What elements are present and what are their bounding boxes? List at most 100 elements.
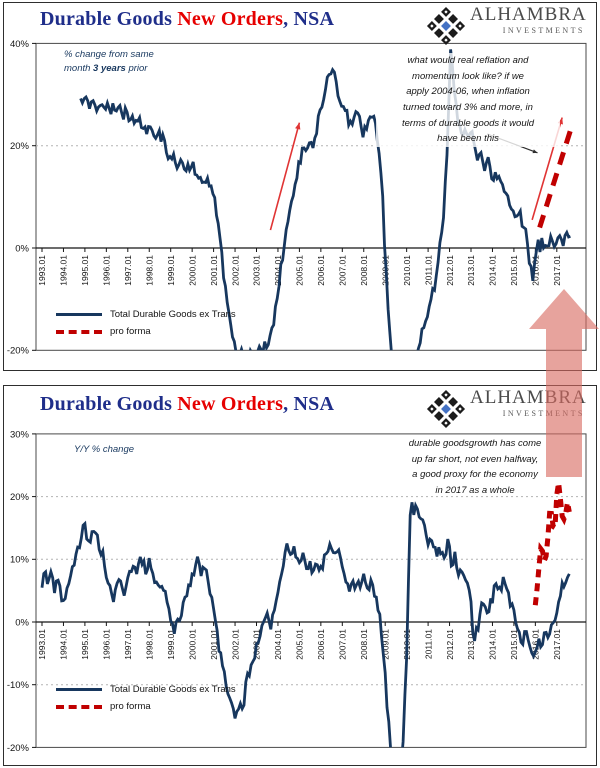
legend-item: pro forma bbox=[56, 701, 236, 712]
caption-text: % change from same bbox=[64, 49, 154, 60]
x-tick-label: 2006.01 bbox=[316, 255, 326, 286]
chart-title: Durable Goods New Orders, NSA bbox=[40, 8, 334, 31]
x-tick-label: 2008.01 bbox=[359, 629, 369, 660]
caption-line: Y/Y % change bbox=[74, 443, 134, 457]
caption-line: month 3 years prior bbox=[64, 62, 154, 76]
chart-title-part: New Orders bbox=[177, 393, 284, 415]
x-tick-label: 2015.01 bbox=[509, 255, 519, 286]
plot-caption: Y/Y % change bbox=[74, 443, 134, 457]
legend-label: pro forma bbox=[110, 326, 151, 337]
annotation-line: in 2017 as a whole bbox=[435, 485, 515, 497]
x-tick-label: 1999.01 bbox=[166, 255, 176, 286]
y-tick-label: 0% bbox=[15, 617, 29, 628]
x-tick-label: 2004.01 bbox=[273, 255, 283, 286]
chart-title: Durable Goods New Orders, NSA bbox=[40, 393, 334, 416]
annotation-line: what would real reflation and bbox=[407, 55, 529, 66]
annotation-line: apply 2004-06, when inflation bbox=[406, 86, 530, 98]
alhambra-diamond-icon bbox=[426, 6, 466, 46]
x-tick-label: 1997.01 bbox=[123, 629, 133, 660]
chart-title-part: Durable Goods bbox=[40, 8, 178, 30]
annotation-line: up far short, not even halfway, bbox=[411, 453, 539, 465]
x-tick-label: 2014.01 bbox=[488, 255, 498, 286]
x-tick-label: 2010.01 bbox=[402, 255, 412, 286]
chart-title-part: New Orders bbox=[177, 8, 284, 30]
y-tick-label: 40% bbox=[10, 39, 30, 50]
x-tick-label: 2006.01 bbox=[316, 629, 326, 660]
x-tick-label: 1996.01 bbox=[102, 629, 112, 660]
y-tick-label: 10% bbox=[10, 555, 30, 566]
x-tick-label: 1994.01 bbox=[59, 629, 69, 660]
chart-0: 40% 20% 0% -20% 1993.01 1994.01 1995.01 1996.01… bbox=[7, 39, 587, 357]
x-tick-label: 1993.01 bbox=[37, 255, 47, 286]
y-tick-label: 30% bbox=[10, 429, 30, 440]
annotation-arrow bbox=[269, 122, 301, 231]
x-tick-label: 1997.01 bbox=[123, 255, 133, 286]
x-tick-label: 2011.01 bbox=[423, 255, 433, 285]
chart-title-part: Durable Goods bbox=[40, 393, 178, 415]
y-tick-label: 20% bbox=[10, 141, 30, 152]
legend-swatch-solid bbox=[56, 688, 102, 691]
x-tick-label: 1993.01 bbox=[37, 629, 47, 660]
annotation-arrowhead bbox=[295, 122, 301, 130]
annotation-line: have been this bbox=[437, 133, 499, 145]
legend-item: Total Durable Goods ex Trans bbox=[56, 309, 236, 320]
logo-subtitle: INVESTMENTS bbox=[502, 408, 585, 418]
x-tick-label: 2003.01 bbox=[252, 255, 262, 286]
x-tick-label: 1998.01 bbox=[144, 629, 154, 660]
y-tick-label: -10% bbox=[7, 680, 30, 691]
series-line-pro-forma bbox=[532, 482, 572, 606]
annotation-line: momentum look like? if we bbox=[412, 70, 524, 82]
legend-swatch-dashed bbox=[56, 704, 102, 709]
x-tick-label: 2000.01 bbox=[187, 255, 197, 286]
y-tick-label: 0% bbox=[15, 243, 29, 254]
caption-text: month bbox=[64, 63, 94, 75]
x-tick-label: 2005.01 bbox=[295, 629, 305, 660]
annotation-text: what would real reflation and momentum lo… bbox=[376, 53, 560, 148]
legend: Total Durable Goods ex Trans pro forma bbox=[56, 309, 236, 337]
legend: Total Durable Goods ex Trans pro forma bbox=[56, 684, 236, 712]
legend-label: pro forma bbox=[110, 701, 151, 712]
x-tick-label: 2017.01 bbox=[552, 629, 562, 660]
alhambra-logo: ALHAMBRA INVESTMENTS bbox=[426, 5, 587, 47]
annotation-text: durable goodsgrowth has come up far short… bbox=[380, 436, 570, 499]
x-tick-label: 2007.01 bbox=[338, 629, 348, 660]
caption-line: % change from same bbox=[64, 48, 154, 62]
x-tick-label: 2002.01 bbox=[230, 629, 240, 660]
caption-text: prior bbox=[125, 63, 148, 75]
x-tick-label: 1996.01 bbox=[102, 255, 112, 286]
plot-border bbox=[35, 42, 587, 351]
plot-caption: % change from same month 3 years prior bbox=[64, 48, 154, 77]
x-tick-label: 2014.01 bbox=[488, 629, 498, 660]
x-tick-label: 2017.01 bbox=[552, 255, 562, 286]
x-tick-label: 2015.01 bbox=[509, 629, 519, 660]
logo-name: ALHAMBRA bbox=[470, 4, 587, 25]
legend-swatch-solid bbox=[56, 313, 102, 316]
x-tick-label: 1994.01 bbox=[59, 255, 69, 286]
x-tick-label: 1995.01 bbox=[80, 629, 90, 660]
chart-title-part: , NSA bbox=[283, 393, 335, 415]
chart-1: 30% 20% 10% 0% -10% -20% 1993.01 1994.01 1995.01… bbox=[7, 429, 587, 754]
x-tick-label: 2016.01 bbox=[531, 629, 541, 660]
series-line-total-durable-goods-ex-trans bbox=[40, 501, 571, 748]
y-tick-label: -20% bbox=[7, 346, 30, 357]
alhambra-logo-text: ALHAMBRA INVESTMENTS bbox=[470, 5, 587, 35]
annotation-line: durable goodsgrowth has come bbox=[408, 438, 542, 449]
x-tick-label: 1995.01 bbox=[80, 255, 90, 286]
x-tick-label: 2001.01 bbox=[209, 255, 219, 286]
annotation-line: a good proxy for the economy bbox=[412, 469, 538, 481]
x-tick-label: 2013.01 bbox=[466, 255, 476, 286]
x-tick-label: 2007.01 bbox=[338, 255, 348, 286]
big-up-arrow bbox=[529, 289, 599, 477]
x-tick-label: 2009.01 bbox=[380, 629, 390, 660]
x-tick-label: 2016.01 bbox=[531, 255, 541, 286]
annotation-arrowhead bbox=[532, 149, 538, 154]
x-tick-label: 2000.01 bbox=[187, 629, 197, 660]
logo-subtitle: INVESTMENTS bbox=[502, 25, 585, 35]
alhambra-diamond-icon bbox=[426, 389, 466, 429]
legend-label: Total Durable Goods ex Trans bbox=[110, 684, 236, 695]
x-tick-label: 2012.01 bbox=[445, 255, 455, 286]
x-tick-label: 1998.01 bbox=[144, 255, 154, 286]
x-tick-label: 2011.01 bbox=[423, 629, 433, 659]
